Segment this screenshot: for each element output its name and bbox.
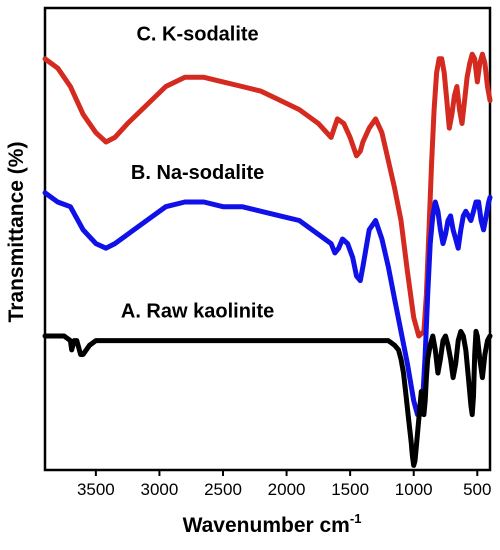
x-tick-label: 1500 (331, 480, 369, 499)
series-annotation: A. Raw kaolinite (121, 301, 274, 323)
series-line-2 (42, 328, 493, 468)
x-axis-title: Wavenumber cm-1 (183, 511, 362, 537)
series-annotation: B. Na-sodalite (131, 162, 264, 184)
plot-frame (43, 6, 492, 472)
x-axis-title-text: Wavenumber cm (183, 514, 350, 537)
x-tick-label: 3000 (141, 480, 179, 499)
x-tick-label: 500 (463, 480, 491, 499)
series-line-1 (42, 190, 493, 418)
series-line-0 (42, 51, 493, 339)
x-tick-label: 1000 (395, 480, 433, 499)
x-tick-label: 2500 (204, 480, 242, 499)
x-axis-ticks: 3500 3000 2500 2000 1500 1000 500 (77, 470, 491, 499)
series-group (42, 51, 493, 468)
x-tick-label: 3500 (77, 480, 115, 499)
y-axis-title: Transmittance (%) (5, 142, 28, 323)
series-annotation: C. K-sodalite (136, 23, 258, 45)
x-axis-title-superscript: -1 (350, 511, 362, 526)
x-tick-label: 2000 (268, 480, 306, 499)
annotation-group: C. K-sodalite B. Na-sodalite A. Raw kaolin… (121, 23, 274, 322)
